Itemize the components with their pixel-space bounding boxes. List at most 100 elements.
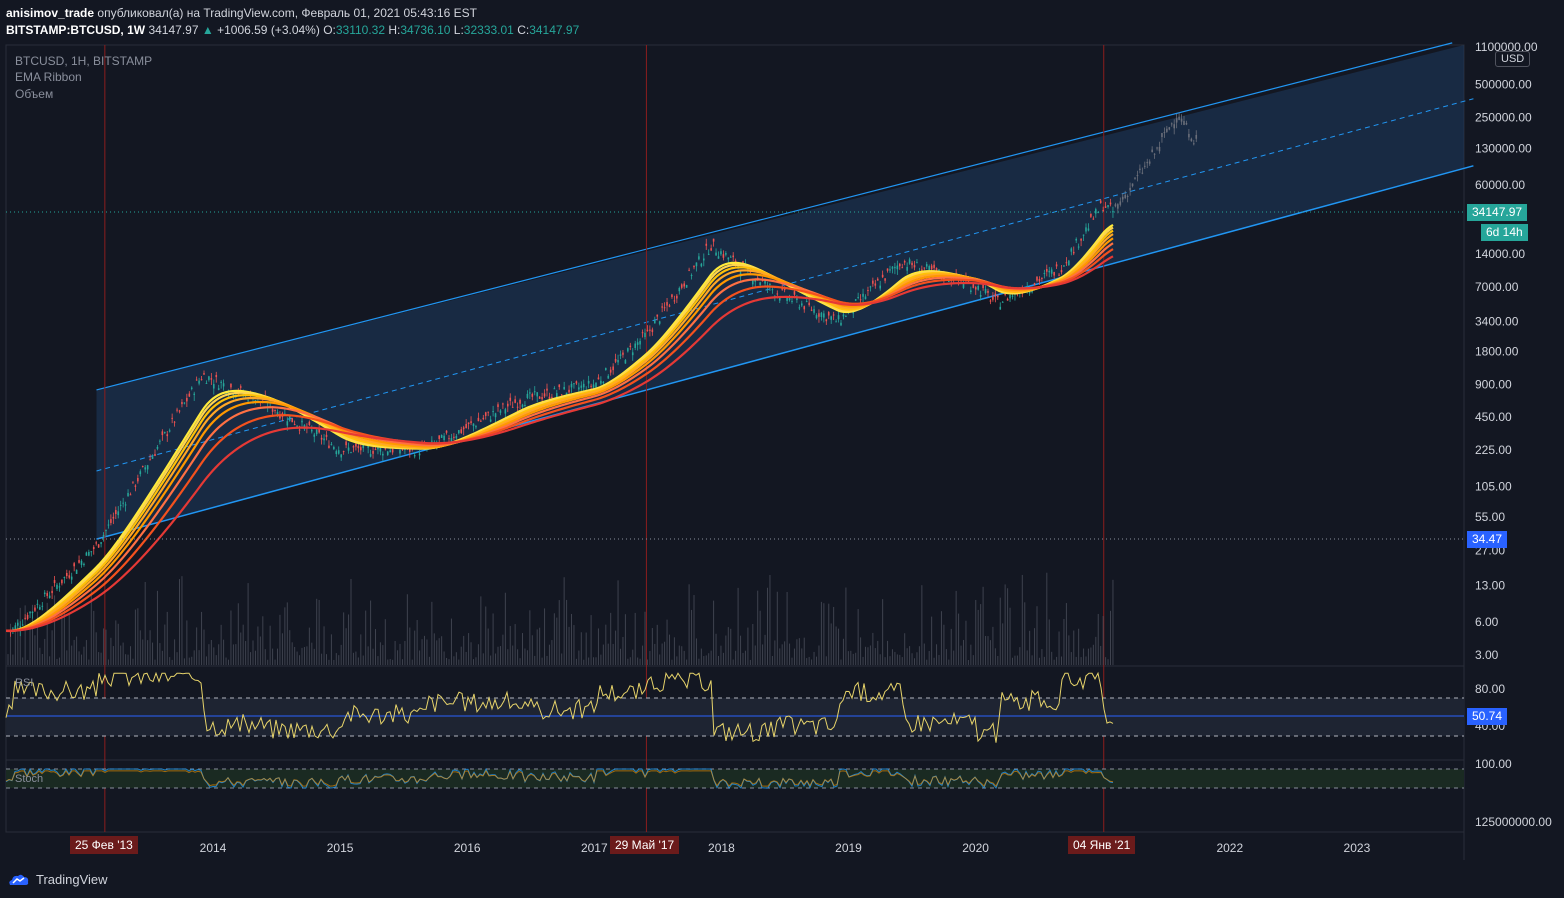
volume-bar — [132, 658, 134, 665]
volume-bar — [257, 626, 259, 665]
volume-bar — [455, 652, 457, 665]
volume-bar — [357, 657, 359, 665]
volume-bar — [867, 647, 869, 665]
candle-body — [543, 393, 546, 397]
candle-body — [178, 410, 181, 412]
candle-body — [78, 560, 80, 563]
price-axis-tick: 130000.00 — [1475, 141, 1532, 155]
candle-body — [695, 262, 698, 267]
candle-body — [933, 264, 935, 268]
candle-body — [161, 431, 164, 436]
candle-body — [872, 280, 874, 284]
candle-body — [629, 345, 632, 348]
channel-lower-line[interactable] — [96, 165, 1474, 540]
open-label: O: — [323, 23, 336, 37]
volume-bar — [558, 600, 560, 665]
author-name[interactable]: anisimov_trade — [6, 6, 95, 20]
candle-body — [654, 320, 656, 324]
candle-body — [925, 264, 928, 267]
candle-body — [497, 404, 499, 408]
volume-legend[interactable]: Объем — [15, 87, 54, 101]
volume-bar — [975, 599, 977, 665]
candle-body — [24, 617, 26, 619]
candle-body — [330, 444, 333, 446]
volume-bar — [492, 613, 494, 665]
volume-bar — [1009, 607, 1011, 665]
channel-upper-line[interactable] — [96, 42, 1453, 391]
volume-bar — [416, 620, 418, 665]
volume-bar — [852, 653, 854, 665]
candle-body — [205, 382, 208, 384]
volume-bar — [904, 633, 906, 665]
candle-body — [141, 466, 144, 468]
candle-body — [1033, 283, 1036, 285]
candle-body — [171, 417, 173, 419]
volume-bar — [940, 611, 942, 665]
volume-bar — [343, 612, 345, 665]
volume-bar — [208, 644, 210, 665]
volume-bar — [732, 659, 734, 665]
candle-body — [1046, 269, 1048, 272]
volume-bar — [997, 656, 999, 665]
volume-bar — [607, 643, 609, 665]
volume-bar — [526, 650, 528, 665]
tradingview-logo[interactable]: TradingView — [8, 872, 108, 887]
candle-body — [36, 603, 39, 605]
ema-legend[interactable]: EMA Ribbon — [15, 70, 82, 84]
volume-bar — [1038, 657, 1040, 665]
stoch-d-line[interactable] — [5, 769, 1114, 787]
volume-bar — [669, 634, 670, 665]
volume-bar — [955, 590, 957, 665]
volume-bar — [1014, 655, 1016, 665]
candle-body — [357, 446, 360, 449]
candle-body — [788, 296, 791, 301]
volume-bar — [597, 628, 599, 665]
candle-body — [61, 579, 63, 584]
candle-body — [749, 271, 752, 273]
date-marker-2021[interactable]: 04 Янв '21 — [1068, 836, 1136, 854]
volume-bar — [811, 659, 813, 665]
date-marker-2013[interactable]: 25 Фев '13 — [70, 836, 138, 854]
ema-ribbon-line — [6, 233, 1114, 632]
candle-body — [9, 631, 12, 633]
volume-bar — [938, 654, 940, 665]
candle-body — [1107, 205, 1109, 207]
volume-bar — [110, 637, 112, 665]
candle-body — [1090, 213, 1092, 217]
volume-bar — [22, 657, 24, 665]
volume-bar — [781, 644, 783, 665]
last-price: 34147.97 — [148, 23, 199, 37]
last-price-tag: 34147.97 — [1467, 204, 1528, 221]
candle-body — [1001, 301, 1004, 303]
candle-body — [377, 446, 379, 450]
currency-badge[interactable]: USD — [1495, 51, 1531, 67]
candle-body — [962, 283, 965, 288]
volume-bar — [480, 596, 482, 665]
candle-body — [399, 450, 401, 454]
volume-bar — [107, 659, 109, 665]
volume-bar — [142, 639, 144, 665]
volume-bar — [544, 608, 546, 665]
volume-bar — [1095, 636, 1097, 665]
volume-bar — [842, 638, 844, 665]
volume-bar — [9, 623, 11, 665]
rsi-line[interactable] — [5, 671, 1114, 743]
series-legend[interactable]: BTCUSD, 1H, BITSTAMP — [15, 54, 153, 68]
volume-bar — [284, 607, 286, 665]
volume-bar — [634, 612, 636, 665]
candle-body — [146, 465, 149, 470]
volume-bar — [311, 642, 313, 665]
candle-body — [1050, 269, 1053, 274]
candle-body — [56, 584, 58, 589]
date-marker-2017[interactable]: 29 Май '17 — [610, 836, 680, 854]
volume-bar — [269, 625, 271, 665]
candle-body — [418, 453, 421, 456]
high-value: 34736.10 — [400, 23, 451, 37]
candle-body — [818, 313, 820, 317]
volume-bar — [963, 639, 964, 665]
volume-bar — [193, 650, 195, 665]
volume-bar — [450, 618, 452, 665]
volume-bar — [56, 658, 58, 665]
volume-bar — [872, 632, 874, 665]
